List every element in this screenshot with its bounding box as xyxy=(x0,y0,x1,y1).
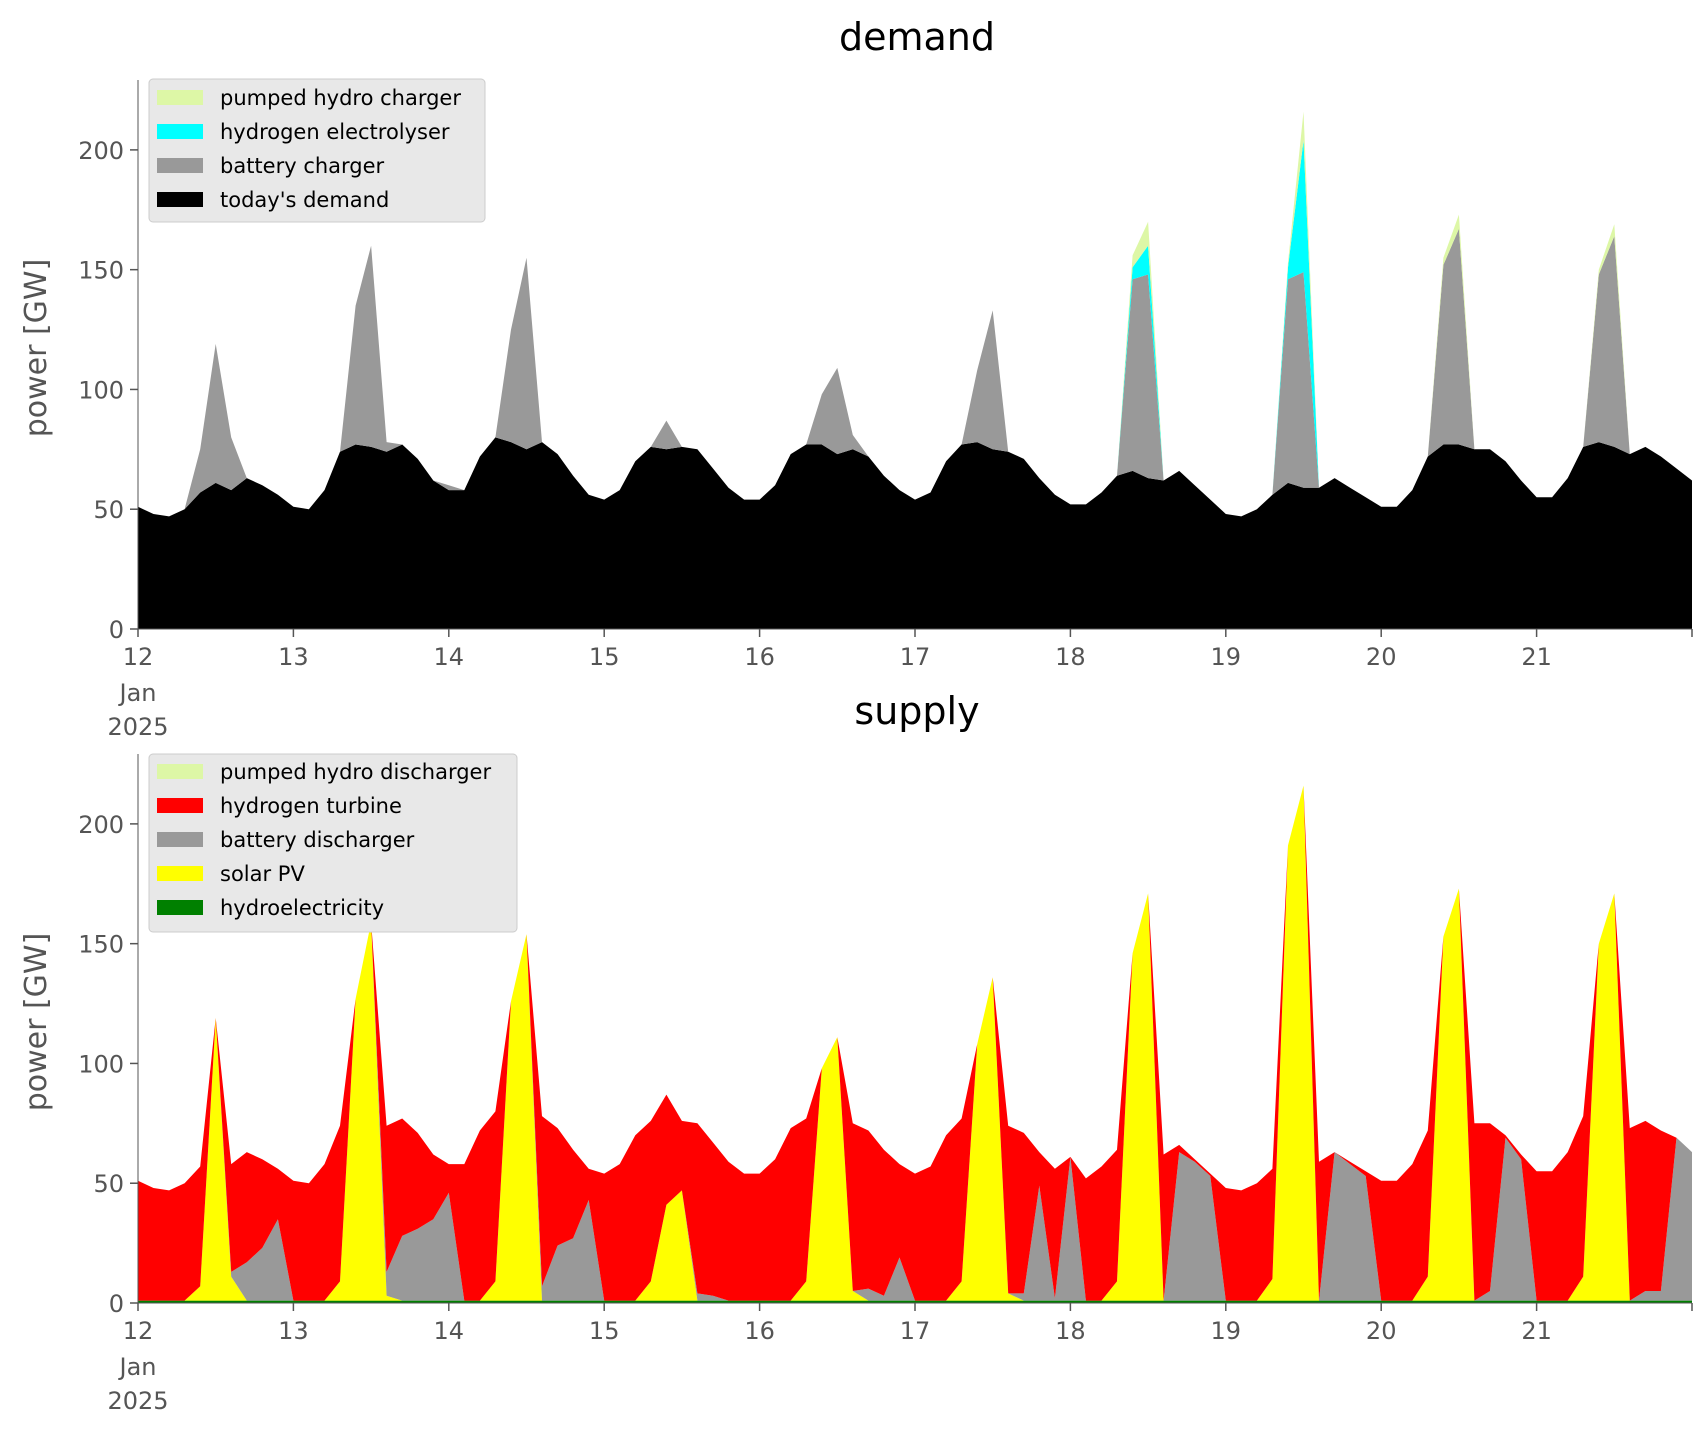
demand-x-tick-label: 20 xyxy=(1366,643,1397,671)
supply-legend-box xyxy=(148,753,518,933)
demand-legend-swatch xyxy=(157,124,203,139)
supply-legend-swatch xyxy=(157,866,203,881)
supply-area-solar-pv xyxy=(138,785,1692,1301)
demand-y-tick-label: 150 xyxy=(78,257,124,285)
supply-y-tick-label: 200 xyxy=(78,811,124,839)
demand-chart-title: demand xyxy=(839,15,995,59)
supply-area-hydroelectricity xyxy=(138,1300,1692,1303)
demand-area-battery-charger xyxy=(138,228,1692,517)
demand-legend: pumped hydro charger hydrogen electrolys… xyxy=(148,78,486,223)
supply-legend-label: solar PV xyxy=(220,862,305,886)
supply-axes: 0 50 100 150 200 12 13 14 15 16 17 18 19 20 21 Jan 2025 xyxy=(78,754,1693,1415)
supply-panel: supply power [GW] 0 50 100 150 200 12 13 14 15 16… xyxy=(19,689,1693,1415)
demand-legend-swatch xyxy=(157,90,203,105)
demand-x-tick-label: 13 xyxy=(278,643,309,671)
supply-area-hydrogen-turbine xyxy=(138,785,1692,1301)
supply-x-tick-label: 20 xyxy=(1366,1317,1397,1345)
demand-x-tick-label: 16 xyxy=(744,643,775,671)
supply-legend: pumped hydro discharger hydrogen turbine… xyxy=(148,753,518,933)
supply-x-tick-label: 14 xyxy=(434,1317,465,1345)
demand-y-tick-label: 200 xyxy=(78,137,124,165)
supply-legend-swatch xyxy=(157,900,203,915)
demand-x-tick-label: 18 xyxy=(1055,643,1086,671)
supply-legend-label: pumped hydro discharger xyxy=(220,760,491,784)
demand-x-tick-label: 17 xyxy=(900,643,931,671)
demand-y-axis-label: power [GW] xyxy=(19,259,54,438)
supply-legend-swatch xyxy=(157,798,203,813)
demand-x-tick-label: 19 xyxy=(1211,643,1242,671)
supply-x-tick-sublabel: 2025 xyxy=(107,1387,168,1415)
supply-x-tick-label: 18 xyxy=(1055,1317,1086,1345)
demand-x-tick-label: 12 xyxy=(123,643,154,671)
demand-x-tick-sublabel: Jan xyxy=(118,679,157,707)
supply-legend-label: hydrogen turbine xyxy=(220,794,402,818)
demand-legend-label: today's demand xyxy=(220,188,389,212)
supply-x-tick-label: 12 xyxy=(123,1317,154,1345)
demand-legend-swatch xyxy=(157,192,203,207)
demand-legend-box xyxy=(148,78,486,223)
supply-x-tick-label: 13 xyxy=(278,1317,309,1345)
demand-area-hydrogen-electrolyser xyxy=(138,140,1692,517)
supply-chart-title: supply xyxy=(854,689,979,733)
demand-y-tick-label: 100 xyxy=(78,376,124,404)
supply-y-tick-label: 50 xyxy=(93,1170,124,1198)
demand-legend-swatch xyxy=(157,158,203,173)
demand-x-tick-sublabel: 2025 xyxy=(107,713,168,741)
supply-x-tick-label: 17 xyxy=(900,1317,931,1345)
supply-areas xyxy=(138,785,1692,1303)
supply-x-tick-label: 15 xyxy=(589,1317,620,1345)
supply-x-tick-sublabel: Jan xyxy=(118,1353,157,1381)
supply-x-tick-label: 16 xyxy=(744,1317,775,1345)
demand-legend-label: hydrogen electrolyser xyxy=(220,120,450,144)
demand-y-tick-label: 0 xyxy=(109,616,124,644)
demand-x-tick-label: 15 xyxy=(589,643,620,671)
demand-x-tick-label: 21 xyxy=(1521,643,1552,671)
demand-area-today-s-demand xyxy=(138,437,1692,629)
supply-y-tick-label: 150 xyxy=(78,931,124,959)
supply-legend-label: battery discharger xyxy=(220,828,415,852)
demand-areas xyxy=(138,111,1692,629)
demand-panel: demand power [GW] 0 50 100 150 200 12 13 14 15 16… xyxy=(19,15,1693,741)
supply-legend-swatch xyxy=(157,832,203,847)
demand-x-tick-label: 14 xyxy=(434,643,465,671)
demand-y-tick-label: 50 xyxy=(93,496,124,524)
supply-x-tick-label: 21 xyxy=(1521,1317,1552,1345)
demand-legend-label: pumped hydro charger xyxy=(220,86,461,110)
supply-x-tick-label: 19 xyxy=(1211,1317,1242,1345)
supply-y-tick-label: 100 xyxy=(78,1050,124,1078)
demand-axes: 0 50 100 150 200 12 13 14 15 16 17 18 19 20 21 Jan 2025 xyxy=(78,80,1693,741)
supply-legend-label: hydroelectricity xyxy=(220,896,384,920)
supply-y-tick-label: 0 xyxy=(109,1290,124,1318)
supply-y-axis-label: power [GW] xyxy=(19,933,54,1112)
supply-legend-swatch xyxy=(157,764,203,779)
demand-legend-label: battery charger xyxy=(220,154,385,178)
